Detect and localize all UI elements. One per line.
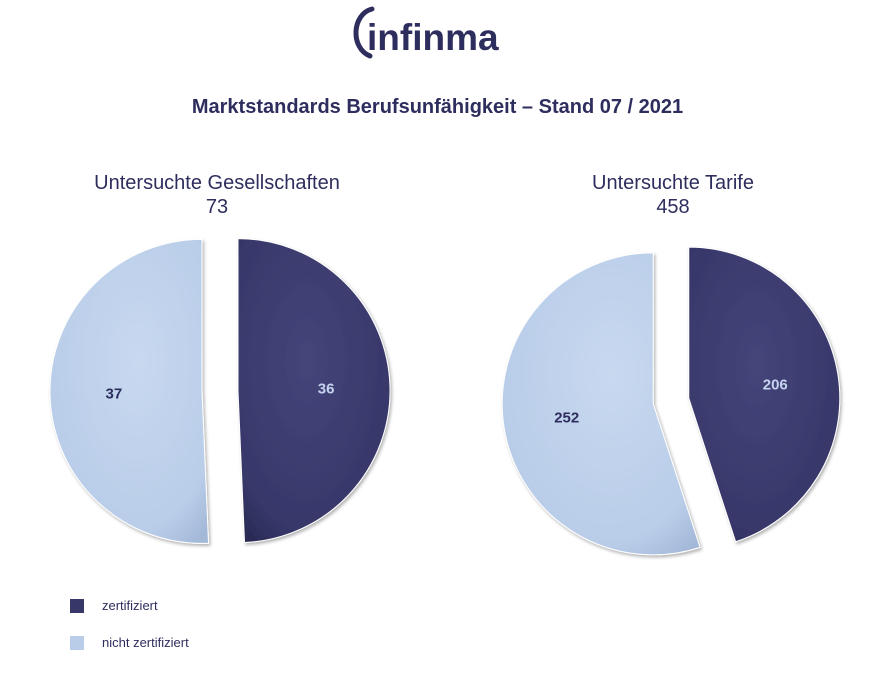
pie-1-heading: Untersuchte Gesellschaften 73: [37, 171, 397, 219]
page-title: Marktstandards Berufsunfähigkeit – Stand…: [191, 96, 684, 118]
pie-1-total: 73: [205, 196, 229, 218]
logo-bracket: [353, 6, 375, 59]
pie-1-label-nicht-zertifiziert: 37: [106, 385, 123, 402]
pie-2-label-zertifiziert: 206: [763, 376, 788, 393]
legend-item-nicht-zertifiziert: nicht zertifiziert: [70, 633, 189, 652]
pie-2-slice-zertifiziert: [688, 246, 841, 543]
legend-swatch-zertifiziert: [70, 598, 84, 613]
pie-2-label-nicht-zertifiziert: 252: [554, 410, 579, 427]
logo-text: infinma: [367, 17, 499, 58]
pie-1-slice-nicht-zertifiziert: [49, 238, 210, 544]
pie-2-slice-nicht-zertifiziert: [501, 252, 701, 556]
pie-1-slice-zertifiziert: [237, 238, 391, 543]
pie-1-title: Untersuchte Gesellschaften: [94, 172, 340, 194]
pie-2-title: Untersuchte Tarife: [592, 172, 754, 194]
legend-swatch-nicht-zertifiziert: [70, 635, 84, 650]
pie-2-total: 458: [656, 196, 690, 218]
pie-2-heading: Untersuchte Tarife 458: [493, 171, 853, 219]
legend-label: zertifiziert: [102, 598, 158, 613]
legend-item-zertifiziert: zertifiziert: [70, 596, 189, 615]
infinma-logo: infinma: [353, 6, 499, 59]
legend-label: nicht zertifiziert: [102, 635, 189, 650]
legend: zertifiziert nicht zertifiziert: [70, 596, 189, 670]
pie-1-label-zertifiziert: 36: [318, 381, 335, 398]
